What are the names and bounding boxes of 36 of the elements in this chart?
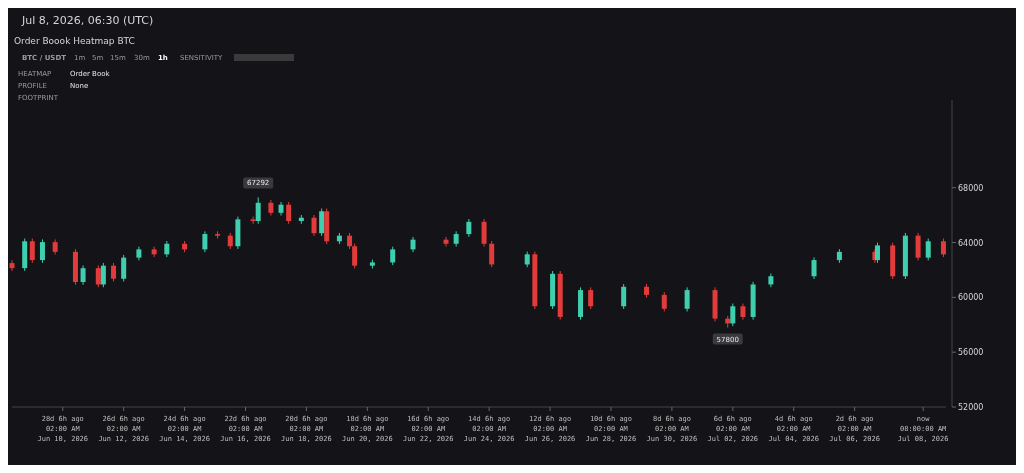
y-tick-label: 52000 xyxy=(958,403,984,412)
y-tick-label: 56000 xyxy=(958,348,984,358)
candlestick xyxy=(311,214,317,237)
candlestick xyxy=(925,238,931,261)
candlestick xyxy=(121,254,127,282)
y-tick-label: 68000 xyxy=(958,183,984,193)
candlestick xyxy=(730,303,736,327)
candlestick xyxy=(481,218,487,248)
candlestick xyxy=(621,283,627,310)
candlestick xyxy=(95,264,101,288)
candlestick xyxy=(100,262,106,288)
candlestick xyxy=(390,246,396,266)
candlestick xyxy=(661,291,667,312)
candlestick xyxy=(202,230,208,253)
candlestick xyxy=(319,208,325,237)
candlestick xyxy=(443,236,449,248)
candlestick xyxy=(489,240,495,268)
chart-subtitle: Jul 8, 2026, 06:30 (UTC) xyxy=(21,14,154,27)
candlestick xyxy=(588,286,594,310)
candlestick xyxy=(286,201,292,225)
candlestick xyxy=(352,243,358,269)
y-tick-label: 64000 xyxy=(958,238,984,248)
candlestick xyxy=(80,264,86,286)
candlestick xyxy=(250,216,256,225)
candlestick xyxy=(255,196,261,225)
chart-title: Order Boook Heatmap BTC xyxy=(14,36,135,46)
y-tick-label: 60000 xyxy=(958,293,984,303)
candlestick xyxy=(811,256,817,280)
candlestick xyxy=(915,232,921,261)
candlestick xyxy=(940,238,946,258)
candlestick xyxy=(29,238,35,264)
candlestick xyxy=(111,262,117,282)
candlestick xyxy=(151,246,157,258)
candlestick xyxy=(9,259,15,272)
candlestick xyxy=(39,238,45,264)
candlestick xyxy=(684,286,690,312)
